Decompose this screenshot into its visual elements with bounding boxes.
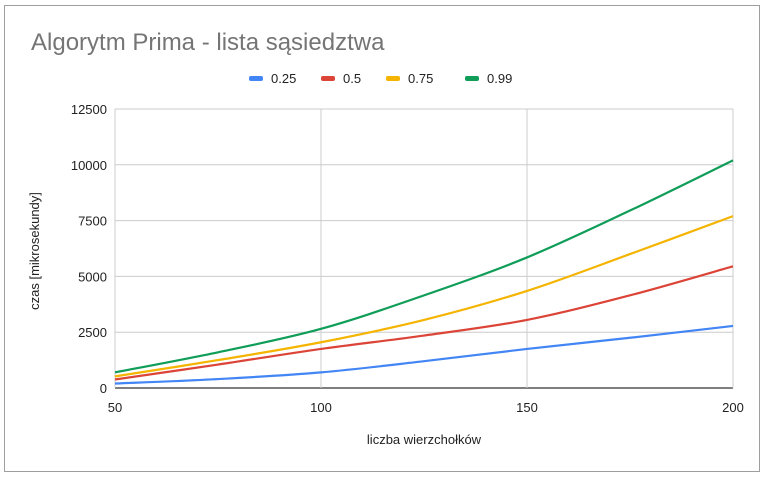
y-axis-label: czas [mikrosekundy] (27, 192, 42, 310)
x-tick-label: 50 (108, 400, 122, 415)
y-tick-label: 2500 (78, 325, 107, 340)
y-tick-label: 7500 (78, 214, 107, 229)
y-tick-label: 12500 (71, 102, 107, 117)
legend-label-0.25: 0.25 (271, 71, 296, 86)
x-axis-ticks: 50 100 150 200 (108, 400, 744, 415)
x-tick-label: 100 (310, 400, 332, 415)
legend-label-0.5: 0.5 (343, 71, 361, 86)
legend-swatch-0.75 (386, 76, 400, 81)
legend-label-0.75: 0.75 (408, 71, 433, 86)
series-line-0.5 (114, 265, 734, 381)
x-tick-label: 200 (722, 400, 744, 415)
x-tick-label: 150 (516, 400, 538, 415)
series-line-0.99 (114, 159, 734, 374)
legend-label-0.99: 0.99 (487, 71, 512, 86)
chart-title: Algorytm Prima - lista sąsiedztwa (31, 29, 385, 56)
y-tick-label: 10000 (71, 158, 107, 173)
series-line-0.25 (114, 324, 734, 385)
legend-swatch-0.25 (249, 76, 263, 81)
series-lines (114, 159, 734, 385)
y-tick-label: 5000 (78, 269, 107, 284)
chart-frame (4, 5, 760, 472)
legend-swatch-0.5 (321, 76, 335, 81)
gridlines (114, 108, 734, 389)
series-line-0.75 (114, 215, 734, 378)
y-axis-ticks: 0 2500 5000 7500 10000 12500 (71, 102, 107, 396)
legend: 0.25 0.5 0.75 0.99 (249, 71, 512, 86)
x-axis-label: liczba wierzchołków (367, 432, 482, 447)
y-tick-label: 0 (100, 381, 107, 396)
legend-swatch-0.99 (465, 76, 479, 81)
